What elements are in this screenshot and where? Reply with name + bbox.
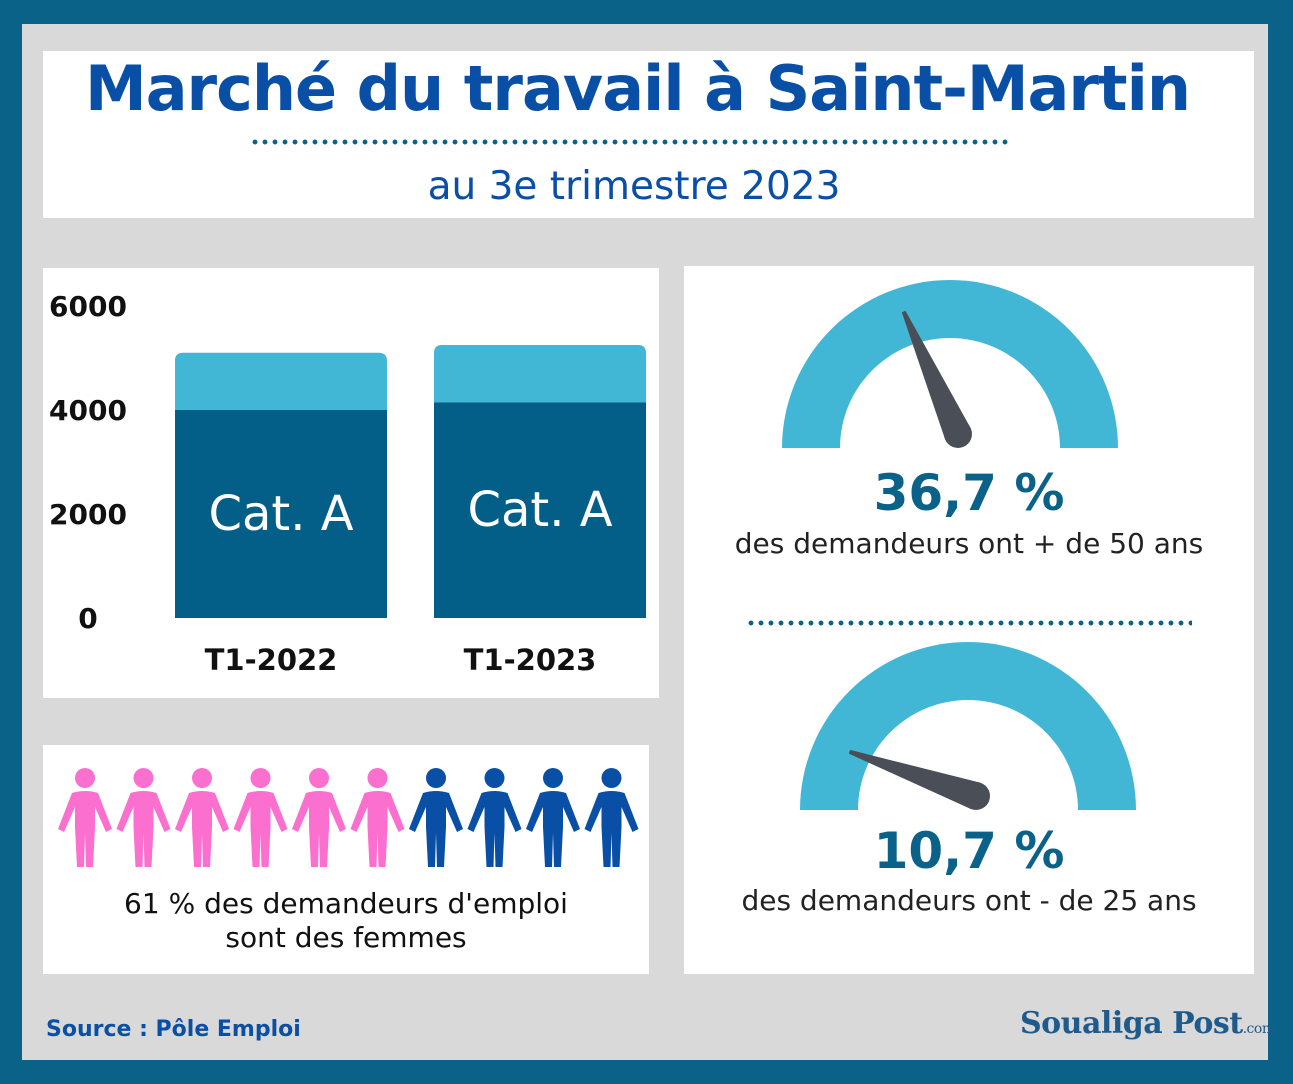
y-tick-label: 4000	[49, 394, 127, 427]
bar-chart: 6000 4000 2000 0 Cat. A T1-2022 Cat. A T1-2023	[49, 290, 646, 677]
bar-segment-top	[175, 352, 387, 410]
title-panel	[43, 51, 1254, 218]
gauge-divider	[746, 619, 1192, 627]
gauge-under-25-caption: des demandeurs ont - de 25 ans	[741, 884, 1197, 917]
person-icon	[409, 768, 463, 867]
brand-name: Soualiga Post	[1020, 1006, 1243, 1041]
gauge-over-50-caption: des demandeurs ont + de 50 ans	[734, 527, 1204, 560]
gauge-needle-hub	[944, 420, 972, 448]
person-icon	[350, 768, 405, 867]
person-icon	[467, 768, 522, 867]
y-tick-label: 2000	[49, 498, 127, 531]
person-icon	[584, 768, 639, 867]
person-icon	[58, 768, 112, 867]
title-divider	[250, 138, 1012, 146]
y-tick-label: 6000	[49, 290, 127, 323]
page-title: Marché du travail à Saint-Martin	[85, 52, 1191, 125]
pictogram-caption: 61 % des demandeurs d'emploi sont des fe…	[43, 887, 649, 954]
y-tick-label: 0	[78, 602, 97, 635]
x-tick-label: T1-2023	[464, 643, 597, 677]
bar-label: Cat. A	[208, 486, 353, 542]
pictogram-caption-line1: 61 % des demandeurs d'emploi	[124, 887, 568, 920]
pictogram	[58, 768, 639, 867]
source-note: Source : Pôle Emploi	[46, 1017, 301, 1042]
gauge-needle-hub	[962, 782, 990, 810]
page-subtitle: au 3e trimestre 2023	[427, 164, 841, 209]
pictogram-caption-line2: sont des femmes	[225, 920, 467, 954]
person-icon	[526, 768, 580, 867]
bar-label: Cat. A	[467, 482, 612, 538]
gauge-needle	[848, 749, 981, 810]
gauge-arc	[800, 642, 1136, 810]
gauge-under-25	[800, 642, 1136, 810]
brand-logo: Soualiga Post.com	[1020, 1006, 1275, 1041]
x-tick-label: T1-2022	[205, 643, 338, 677]
bar-segment-cat-a	[175, 410, 387, 618]
gauge-over-50	[782, 280, 1118, 448]
person-icon	[233, 768, 288, 867]
gauge-under-25-value: 10,7 %	[873, 822, 1065, 880]
brand-suffix: .com	[1242, 1021, 1276, 1037]
person-icon	[116, 768, 171, 867]
person-icon	[175, 768, 229, 867]
person-icon	[292, 768, 346, 867]
bar-segment-top	[434, 345, 646, 403]
gauge-arc	[782, 280, 1118, 448]
gauge-needle	[901, 310, 971, 440]
bar-segment-cat-a	[434, 402, 646, 618]
gauge-over-50-value: 36,7 %	[873, 464, 1065, 522]
